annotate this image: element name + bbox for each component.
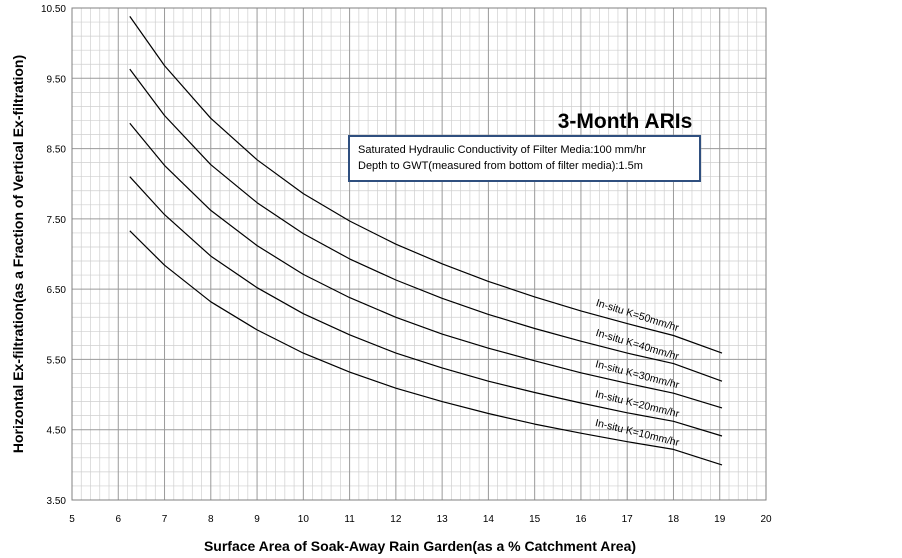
series-line <box>129 176 723 437</box>
y-tick-label: 5.50 <box>47 355 67 366</box>
x-tick-label: 14 <box>483 514 495 525</box>
x-tick-label: 19 <box>714 514 726 525</box>
annotation-line-1: Saturated Hydraulic Conductivity of Filt… <box>358 144 646 156</box>
x-tick-label: 16 <box>575 514 587 525</box>
annotation-box-frame <box>348 135 701 182</box>
annotation-box: Saturated Hydraulic Conductivity of Filt… <box>348 135 701 182</box>
x-tick-label: 5 <box>69 514 75 525</box>
plot-area-frame <box>71 7 767 501</box>
y-axis-title: Horizontal Ex-filtration(as a Fraction o… <box>10 55 26 453</box>
x-tick-label: 17 <box>622 514 634 525</box>
y-tick-label: 3.50 <box>47 496 67 507</box>
x-tick-label: 7 <box>162 514 168 525</box>
series-line <box>129 68 723 382</box>
x-tick-label: 8 <box>208 514 214 525</box>
x-tick-label: 20 <box>760 514 772 525</box>
y-tick-label: 6.50 <box>47 285 67 296</box>
series-line <box>129 230 723 466</box>
y-tick-label: 10.50 <box>41 4 66 15</box>
series-label: In-situ K=30mm/hr <box>594 358 681 391</box>
y-tick-label: 4.50 <box>47 426 67 437</box>
y-tick-label: 8.50 <box>47 145 67 156</box>
x-tick-label: 11 <box>344 514 355 525</box>
series-label: In-situ K=50mm/hr <box>594 297 680 334</box>
x-tick-label: 9 <box>254 514 260 525</box>
y-tick-label: 9.50 <box>47 74 67 85</box>
chart-title: 3-Month ARIs <box>558 110 693 133</box>
y-axis-ticks: 3.50 4.50 5.50 6.50 7.50 8.50 9.50 10.50 <box>41 4 66 507</box>
x-axis-title: Surface Area of Soak-Away Rain Garden(as… <box>204 538 636 554</box>
x-tick-label: 18 <box>668 514 680 525</box>
annotation-line-2: Depth to GWT(measured from bottom of fil… <box>358 160 643 172</box>
series-line <box>129 16 723 354</box>
x-tick-label: 15 <box>529 514 541 525</box>
x-tick-label: 10 <box>298 514 310 525</box>
y-tick-label: 7.50 <box>47 215 67 226</box>
x-tick-label: 13 <box>437 514 449 525</box>
series-lines <box>129 16 723 466</box>
x-axis-ticks: 5 6 7 8 9 10 11 12 13 14 15 16 17 18 19 20 <box>69 514 772 525</box>
series-label: In-situ K=10mm/hr <box>594 417 681 449</box>
x-tick-label: 6 <box>115 514 121 525</box>
x-tick-label: 12 <box>390 514 402 525</box>
series-line <box>129 122 723 409</box>
